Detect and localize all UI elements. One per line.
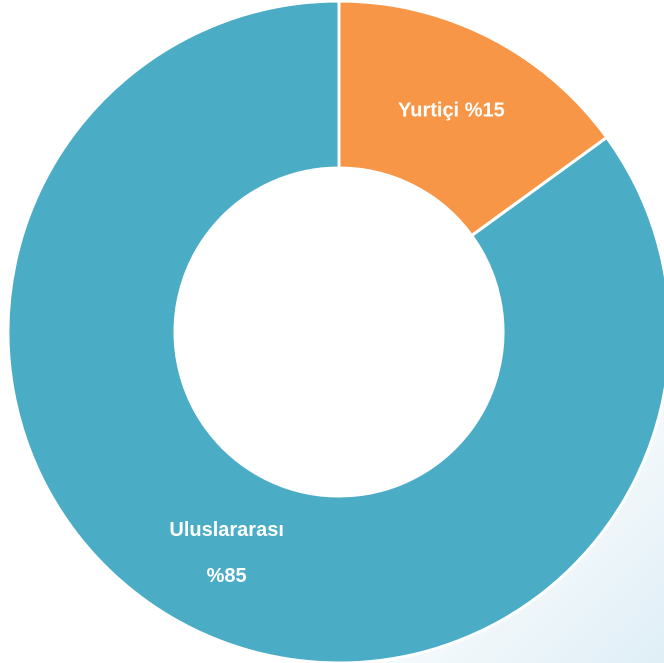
slice-label: Yurtiçi %15 xyxy=(398,100,505,122)
category-label: Uluslararası xyxy=(169,519,284,541)
value-label: %15 xyxy=(465,100,505,122)
donut-slice xyxy=(337,0,609,238)
donut-slice xyxy=(6,0,664,663)
category-label: Yurtiçi xyxy=(398,100,459,122)
value-label: %85 xyxy=(207,565,247,587)
